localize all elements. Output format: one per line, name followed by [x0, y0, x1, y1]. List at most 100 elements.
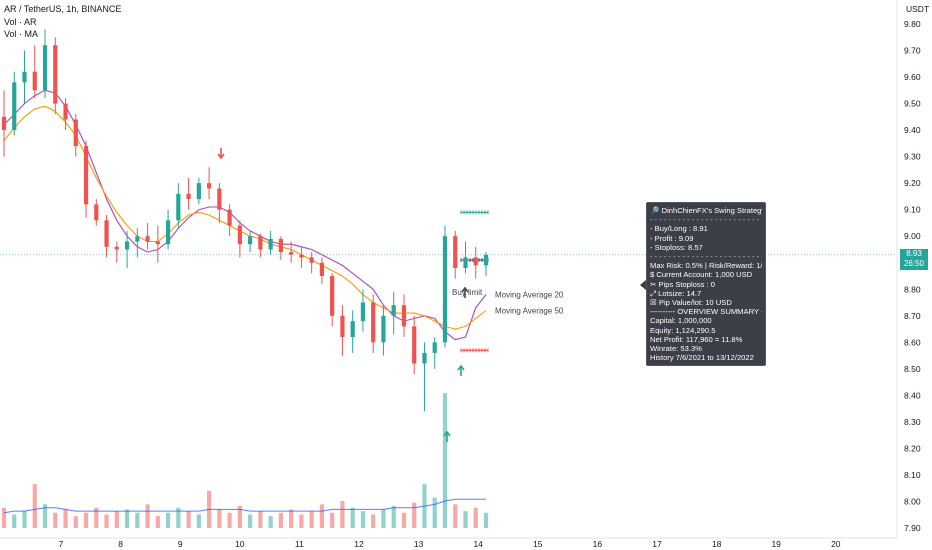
vol-ar-legend[interactable]: Vol · AR	[4, 17, 37, 27]
buy-limit-arrow-icon-head	[461, 286, 469, 293]
volume-bar	[299, 514, 304, 528]
info-title-text: DinhChienFX's Swing Strategy	[661, 206, 762, 215]
candle-body	[73, 119, 78, 147]
candle-body	[104, 220, 109, 247]
volume-bar	[258, 511, 263, 528]
candle	[442, 225, 448, 348]
candle-body	[268, 238, 273, 250]
candle	[124, 230, 130, 269]
buy-limit-label: Buy limit	[452, 288, 483, 297]
candle-body	[442, 236, 448, 343]
profit-level	[460, 210, 489, 215]
volume-bar	[248, 514, 253, 528]
candle-body	[248, 236, 253, 245]
candle	[278, 236, 283, 261]
candle	[227, 204, 232, 237]
candle	[473, 246, 478, 279]
volume-bar	[330, 512, 335, 528]
sell-arrow-icon	[217, 148, 225, 160]
info-divider: - - - - - - - - - - - - - - - - - - - - …	[650, 252, 762, 262]
x-tick-label: 7	[59, 539, 64, 549]
candle	[1, 90, 7, 157]
y-tick-label: 8.50	[904, 364, 921, 374]
candle	[289, 241, 294, 263]
vol-ma-legend[interactable]: Vol · MA	[4, 29, 39, 39]
buy-arrow-icon	[443, 430, 451, 442]
volume-bar	[371, 514, 376, 528]
info-line: Net Profit: 117,960 = 11.8%	[650, 334, 743, 344]
price-axis-bg	[897, 0, 932, 550]
volume-bar	[237, 506, 242, 528]
volume-bar	[463, 511, 468, 528]
price-axis[interactable]: USDT 9.80 9.70 9.60 9.50 9.40 9.30 9.20 9.10 9.00…	[896, 0, 932, 550]
candle-body	[289, 252, 294, 255]
y-tick-label: 8.30	[904, 417, 921, 427]
volume-bar	[360, 511, 366, 528]
candle-body	[381, 315, 386, 343]
info-line: - Buy/Long : 8.91	[650, 224, 708, 234]
candle-body	[237, 225, 242, 245]
candle	[53, 37, 58, 115]
candle	[94, 199, 99, 226]
volume-bar	[442, 393, 448, 528]
candle	[412, 315, 417, 375]
info-line: Capital: 1,000,000	[650, 316, 712, 326]
x-tick-label: 18	[712, 539, 722, 549]
volume-ma-line	[3, 498, 486, 514]
buy-arrow-icon-head	[443, 430, 451, 437]
info-divider: - - - - - - - - - - - - - - - - - - - - …	[650, 215, 762, 225]
candle-body	[453, 236, 458, 269]
y-tick-label: 9.50	[904, 99, 921, 109]
volume-bar	[473, 507, 478, 528]
candle-body	[12, 82, 17, 131]
time-axis[interactable]: 7 8 9 10 11 12 13 14 15 16 17 18 19 20	[0, 537, 897, 549]
info-line: ---------- OVERVIEW SUMMARY ----------	[650, 307, 762, 317]
candle-body	[473, 257, 478, 266]
candle	[391, 291, 396, 335]
candle-body	[176, 193, 181, 221]
candle-body	[432, 342, 437, 353]
candle-body	[94, 204, 99, 221]
volume-bar	[12, 514, 17, 528]
y-tick-label: 9.60	[904, 72, 921, 82]
y-tick-label: 8.00	[904, 496, 921, 506]
volume-bar	[73, 516, 78, 528]
volume-bar	[1, 507, 7, 528]
candle-body	[42, 45, 48, 91]
volume-bar	[94, 507, 99, 528]
candle-body	[135, 236, 140, 242]
candle	[340, 305, 345, 356]
volume-bar	[289, 509, 294, 528]
candle-body	[299, 254, 304, 258]
x-tick-label: 10	[235, 539, 245, 549]
volume-bar	[319, 504, 325, 528]
candle-body	[114, 246, 119, 250]
candle	[63, 98, 68, 131]
y-tick-label: 8.10	[904, 470, 921, 480]
x-tick-label: 19	[771, 539, 781, 549]
candle-body	[258, 236, 263, 250]
bar-countdown: 26:50	[903, 259, 925, 268]
x-tick-label: 17	[652, 539, 662, 549]
candle	[135, 228, 140, 258]
info-line: Max Risk: 0.5% | Risk/Reward: 1/1	[650, 261, 762, 271]
buy-arrow-icon	[457, 364, 465, 376]
candle-body	[22, 71, 27, 83]
symbol-legend[interactable]: AR / TetherUS, 1h, BINANCE	[4, 4, 122, 14]
volume-bar	[83, 512, 89, 528]
info-line: - Profit : 9.09	[650, 233, 694, 243]
candle-body	[278, 238, 283, 253]
last-price-value: 8.93	[906, 249, 922, 258]
info-line: ✂ Pips Stoploss : 0	[650, 279, 716, 289]
candle	[145, 222, 150, 250]
info-line: History 7/6/2021 to 13/12/2022	[650, 353, 754, 363]
candlesticks	[1, 29, 489, 412]
candle	[330, 273, 335, 327]
volume-bar	[483, 512, 489, 528]
candle	[155, 225, 160, 263]
candle	[432, 337, 437, 369]
volume-bar	[53, 512, 58, 528]
candle-body	[1, 116, 7, 131]
info-line: Winrate: 53.3%	[650, 344, 702, 354]
